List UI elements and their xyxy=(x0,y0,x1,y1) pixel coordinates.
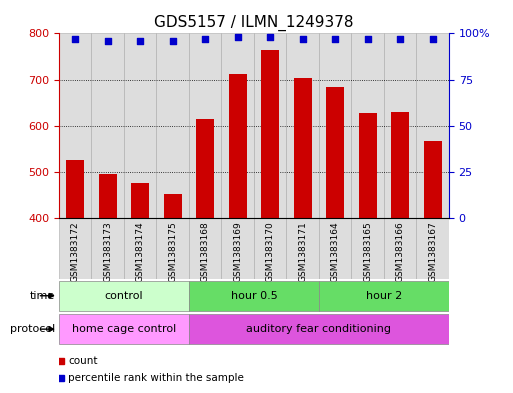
Text: count: count xyxy=(68,356,98,366)
Bar xyxy=(222,33,254,218)
Text: GSM1383165: GSM1383165 xyxy=(363,221,372,282)
Bar xyxy=(59,33,91,218)
Bar xyxy=(417,33,449,218)
Text: protocol: protocol xyxy=(10,324,55,334)
Bar xyxy=(189,314,449,344)
Bar xyxy=(319,218,351,279)
Bar xyxy=(359,113,377,393)
Text: GSM1383168: GSM1383168 xyxy=(201,221,210,282)
Point xyxy=(266,34,274,40)
Bar xyxy=(196,119,214,393)
Bar xyxy=(326,86,344,393)
Point xyxy=(104,38,112,44)
Bar xyxy=(91,33,124,218)
Text: hour 2: hour 2 xyxy=(366,291,402,301)
Point xyxy=(201,36,209,42)
Bar xyxy=(222,218,254,279)
Text: GSM1383175: GSM1383175 xyxy=(168,221,177,282)
Bar xyxy=(391,112,409,393)
Text: GSM1383170: GSM1383170 xyxy=(266,221,274,282)
Point xyxy=(233,34,242,40)
Bar xyxy=(59,218,91,279)
Bar xyxy=(351,218,384,279)
Point xyxy=(136,38,144,44)
Text: hour 0.5: hour 0.5 xyxy=(230,291,278,301)
Point xyxy=(331,36,339,42)
Bar xyxy=(286,33,319,218)
Point xyxy=(299,36,307,42)
Bar xyxy=(124,33,156,218)
Bar xyxy=(319,281,449,311)
Bar xyxy=(189,281,319,311)
Bar xyxy=(254,218,286,279)
Bar xyxy=(229,74,247,393)
Text: GSM1383166: GSM1383166 xyxy=(396,221,405,282)
Bar xyxy=(66,160,84,393)
Text: GSM1383174: GSM1383174 xyxy=(136,221,145,282)
Bar xyxy=(254,33,286,218)
Bar xyxy=(351,33,384,218)
Bar xyxy=(261,50,279,393)
Point xyxy=(364,36,372,42)
Bar xyxy=(59,314,189,344)
Bar xyxy=(294,78,311,393)
Text: GSM1383172: GSM1383172 xyxy=(71,221,80,282)
Text: time: time xyxy=(30,291,55,301)
Bar xyxy=(59,281,189,311)
Bar xyxy=(164,194,182,393)
Text: control: control xyxy=(105,291,143,301)
Bar xyxy=(91,218,124,279)
Bar xyxy=(131,183,149,393)
Point xyxy=(71,36,80,42)
Bar xyxy=(156,33,189,218)
Point xyxy=(428,36,437,42)
Bar xyxy=(286,218,319,279)
Text: percentile rank within the sample: percentile rank within the sample xyxy=(68,373,244,383)
Text: auditory fear conditioning: auditory fear conditioning xyxy=(246,324,391,334)
Bar xyxy=(417,218,449,279)
Text: GSM1383167: GSM1383167 xyxy=(428,221,437,282)
Bar xyxy=(384,218,417,279)
Text: GSM1383169: GSM1383169 xyxy=(233,221,242,282)
Text: GSM1383171: GSM1383171 xyxy=(298,221,307,282)
Bar xyxy=(99,174,116,393)
Bar xyxy=(156,218,189,279)
Bar xyxy=(124,218,156,279)
Bar xyxy=(319,33,351,218)
Bar xyxy=(384,33,417,218)
Text: home cage control: home cage control xyxy=(72,324,176,334)
Text: GSM1383164: GSM1383164 xyxy=(331,221,340,282)
Bar xyxy=(424,141,442,393)
Point xyxy=(396,36,404,42)
Title: GDS5157 / ILMN_1249378: GDS5157 / ILMN_1249378 xyxy=(154,15,353,31)
Point xyxy=(169,38,177,44)
Bar xyxy=(189,218,222,279)
Bar xyxy=(189,33,222,218)
Text: GSM1383173: GSM1383173 xyxy=(103,221,112,282)
